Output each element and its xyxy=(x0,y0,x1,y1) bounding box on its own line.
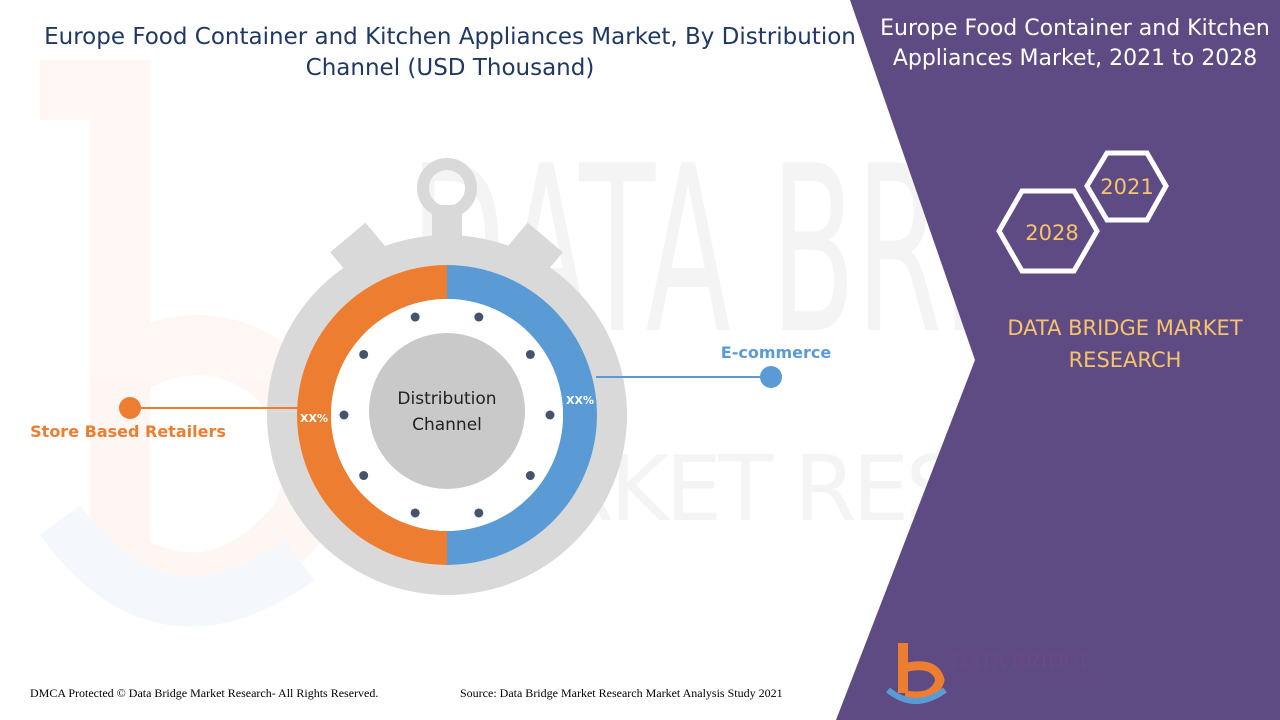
dial-dot xyxy=(474,312,484,322)
dial-dot xyxy=(525,471,535,481)
brand-text: DATA BRIDGE MARKET RESEARCH xyxy=(1007,316,1243,372)
logo-mark xyxy=(886,643,947,704)
hexagon-year-back: 2021 xyxy=(1100,175,1153,199)
hexagon-year-front: 2028 xyxy=(1025,221,1078,245)
chart-title: Europe Food Container and Kitchen Applia… xyxy=(44,24,856,81)
logo-tagline: MARKET RESEARCH xyxy=(954,676,1119,686)
dial-dot xyxy=(545,410,555,420)
dial-dot xyxy=(410,508,420,518)
center-label-line1: Distribution xyxy=(397,389,496,409)
dial-dot xyxy=(359,471,369,481)
center-disc xyxy=(369,333,525,489)
center-label-line2: Channel xyxy=(412,415,482,435)
hexagon-back xyxy=(1084,150,1169,223)
dial-dot xyxy=(359,349,369,359)
dial-dot xyxy=(410,312,420,322)
logo-name: DATA BRIDGE xyxy=(950,648,1094,673)
callout-dot-store-based xyxy=(119,397,141,419)
hexagon-front xyxy=(996,188,1100,274)
donut-chart xyxy=(297,265,597,565)
legend-ecommerce: E-commerce xyxy=(721,343,832,362)
side-panel xyxy=(836,0,1280,720)
slice-store-based-retailers xyxy=(297,265,447,565)
slice-e-commerce xyxy=(447,265,597,565)
footer-source: Source: Data Bridge Market Research Mark… xyxy=(460,686,783,700)
tick-dots xyxy=(339,312,555,518)
slice-label-store-based: XX% xyxy=(300,412,328,425)
dial-dot xyxy=(339,410,349,420)
panel-title: Europe Food Container and Kitchen Applia… xyxy=(880,16,1270,71)
slice-label-ecommerce: XX% xyxy=(566,394,594,407)
callout-dot-ecommerce xyxy=(760,366,782,388)
legend-store-based: Store Based Retailers xyxy=(30,422,226,441)
dial-dot xyxy=(474,508,484,518)
footer-copyright: DMCA Protected © Data Bridge Market Rese… xyxy=(30,686,379,700)
dial-dot xyxy=(525,349,535,359)
